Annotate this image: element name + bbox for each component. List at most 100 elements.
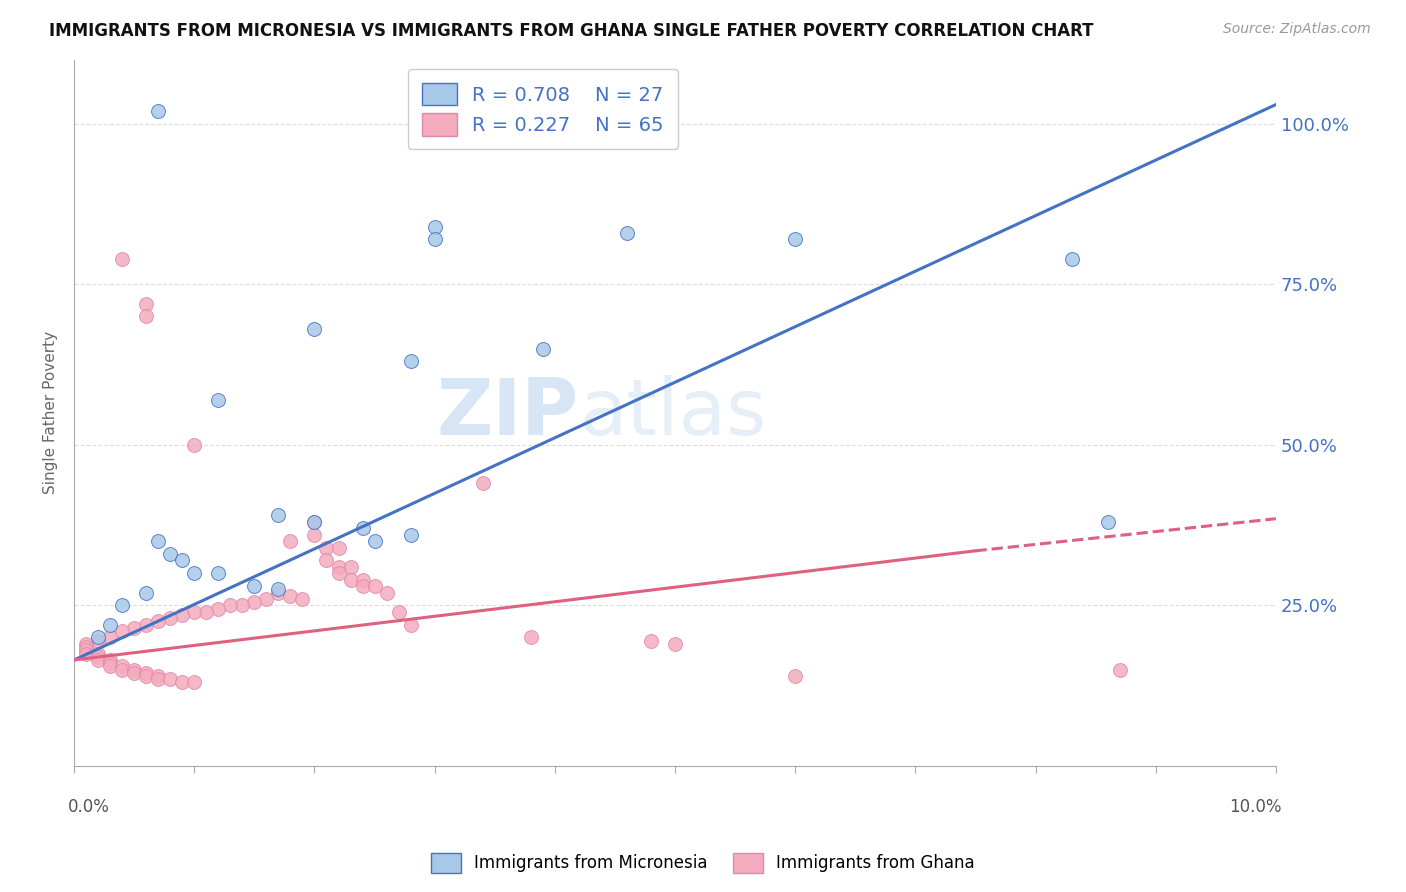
Point: [111, 599, 134, 613]
Point: [1097, 515, 1119, 529]
Point: [87, 633, 110, 648]
Point: [640, 633, 662, 648]
Point: [254, 591, 277, 606]
Point: [87, 647, 110, 661]
Legend: R = 0.708    N = 27, R = 0.227    N = 65: R = 0.708 N = 27, R = 0.227 N = 65: [408, 70, 678, 149]
Point: [339, 573, 361, 587]
Point: [375, 585, 398, 599]
Point: [328, 566, 350, 581]
Point: [122, 665, 145, 680]
Point: [122, 663, 145, 677]
Point: [363, 534, 385, 549]
Point: [87, 649, 110, 664]
Point: [531, 342, 554, 356]
Point: [148, 534, 170, 549]
Point: [98, 631, 121, 645]
Text: Source: ZipAtlas.com: Source: ZipAtlas.com: [1223, 22, 1371, 37]
Point: [75, 640, 97, 654]
Point: [183, 605, 205, 619]
Point: [75, 637, 97, 651]
Point: [387, 605, 409, 619]
Point: [315, 553, 337, 567]
Point: [304, 515, 326, 529]
Point: [339, 559, 361, 574]
Point: [135, 669, 157, 683]
Point: [267, 582, 290, 597]
Point: [304, 528, 326, 542]
Point: [243, 595, 266, 609]
Y-axis label: Single Father Poverty: Single Father Poverty: [44, 331, 58, 494]
Text: ZIP: ZIP: [437, 375, 579, 450]
Point: [148, 615, 170, 629]
Point: [280, 534, 302, 549]
Point: [231, 599, 253, 613]
Point: [352, 579, 374, 593]
Point: [207, 392, 229, 407]
Point: [785, 669, 807, 683]
Point: [111, 624, 134, 638]
Point: [98, 617, 121, 632]
Point: [111, 659, 134, 673]
Point: [219, 599, 242, 613]
Point: [148, 103, 170, 118]
Point: [87, 653, 110, 667]
Point: [399, 354, 422, 368]
Point: [75, 647, 97, 661]
Point: [399, 528, 422, 542]
Point: [183, 566, 205, 581]
Text: 10.0%: 10.0%: [1229, 797, 1282, 816]
Point: [135, 585, 157, 599]
Point: [352, 521, 374, 535]
Point: [159, 547, 181, 561]
Point: [135, 665, 157, 680]
Text: IMMIGRANTS FROM MICRONESIA VS IMMIGRANTS FROM GHANA SINGLE FATHER POVERTY CORREL: IMMIGRANTS FROM MICRONESIA VS IMMIGRANTS…: [49, 22, 1094, 40]
Point: [328, 559, 350, 574]
Point: [98, 659, 121, 673]
Text: 0.0%: 0.0%: [67, 797, 110, 816]
Point: [98, 656, 121, 670]
Point: [664, 637, 686, 651]
Point: [87, 631, 110, 645]
Point: [148, 672, 170, 686]
Point: [75, 643, 97, 657]
Point: [280, 589, 302, 603]
Point: [304, 515, 326, 529]
Point: [159, 672, 181, 686]
Point: [207, 566, 229, 581]
Point: [267, 585, 290, 599]
Point: [135, 296, 157, 310]
Point: [183, 438, 205, 452]
Point: [399, 617, 422, 632]
Point: [135, 310, 157, 324]
Point: [172, 675, 194, 690]
Point: [520, 631, 543, 645]
Point: [148, 669, 170, 683]
Point: [195, 605, 218, 619]
Point: [111, 252, 134, 266]
Point: [122, 621, 145, 635]
Point: [352, 573, 374, 587]
Text: atlas: atlas: [579, 375, 766, 450]
Point: [183, 675, 205, 690]
Point: [304, 322, 326, 336]
Point: [135, 617, 157, 632]
Point: [315, 541, 337, 555]
Point: [98, 653, 121, 667]
Point: [363, 579, 385, 593]
Point: [172, 607, 194, 622]
Point: [207, 601, 229, 615]
Point: [616, 226, 638, 240]
Point: [172, 553, 194, 567]
Point: [243, 579, 266, 593]
Point: [423, 219, 446, 234]
Point: [1108, 663, 1130, 677]
Point: [159, 611, 181, 625]
Point: [328, 541, 350, 555]
Point: [785, 232, 807, 246]
Point: [111, 663, 134, 677]
Point: [267, 508, 290, 523]
Point: [423, 232, 446, 246]
Point: [471, 476, 494, 491]
Point: [1060, 252, 1083, 266]
Legend: Immigrants from Micronesia, Immigrants from Ghana: Immigrants from Micronesia, Immigrants f…: [425, 847, 981, 880]
